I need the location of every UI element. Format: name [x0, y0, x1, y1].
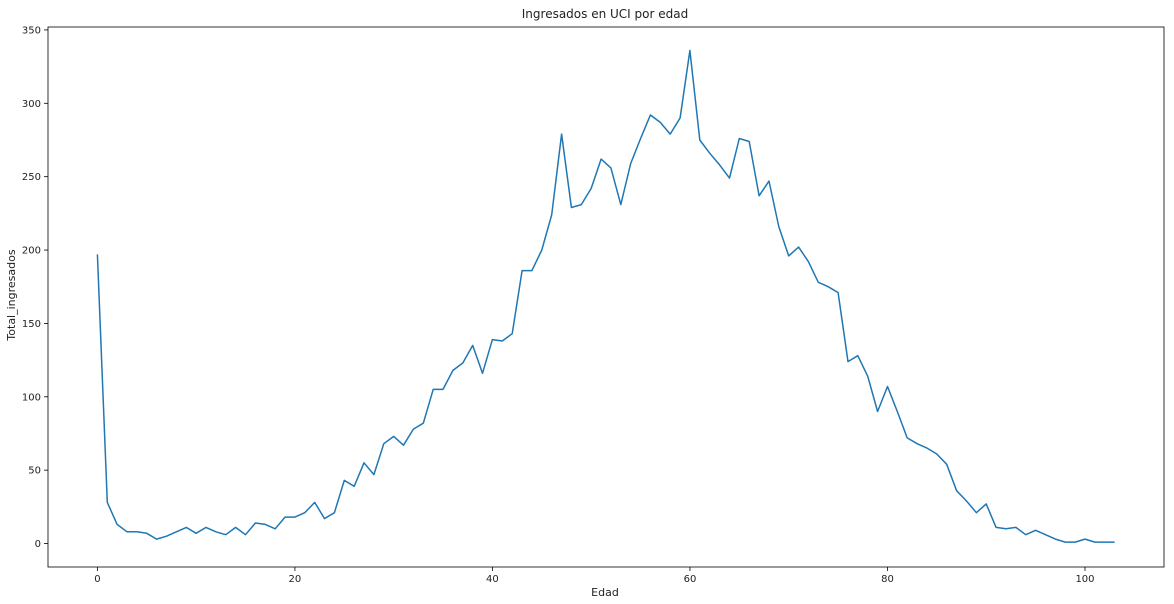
x-axis-label: Edad: [591, 586, 619, 599]
x-tick-label: 80: [881, 574, 894, 585]
y-axis-label: Total_ingresados: [5, 249, 18, 341]
y-tick-label: 250: [22, 172, 41, 183]
y-tick-label: 300: [22, 99, 41, 110]
y-tick-label: 200: [22, 246, 41, 257]
y-tick-label: 350: [22, 25, 41, 36]
x-tick-label: 40: [486, 574, 499, 585]
plot-frame: [47, 26, 1165, 568]
y-tick-label: 50: [28, 466, 41, 477]
chart-title: Ingresados en UCI por edad: [522, 7, 688, 21]
y-tick-label: 150: [22, 319, 41, 330]
y-tick-label: 0: [35, 539, 41, 550]
x-tick-label: 0: [94, 574, 100, 585]
x-tick-label: 60: [684, 574, 697, 585]
plot-area: 0 20 40 60 80 100 0 50 100 150 200 250 300 350: [22, 25, 1165, 585]
x-tick-label: 100: [1075, 574, 1094, 585]
y-tick-label: 100: [22, 392, 41, 403]
x-tick-label: 20: [289, 574, 302, 585]
series-line: [96, 49, 1115, 543]
